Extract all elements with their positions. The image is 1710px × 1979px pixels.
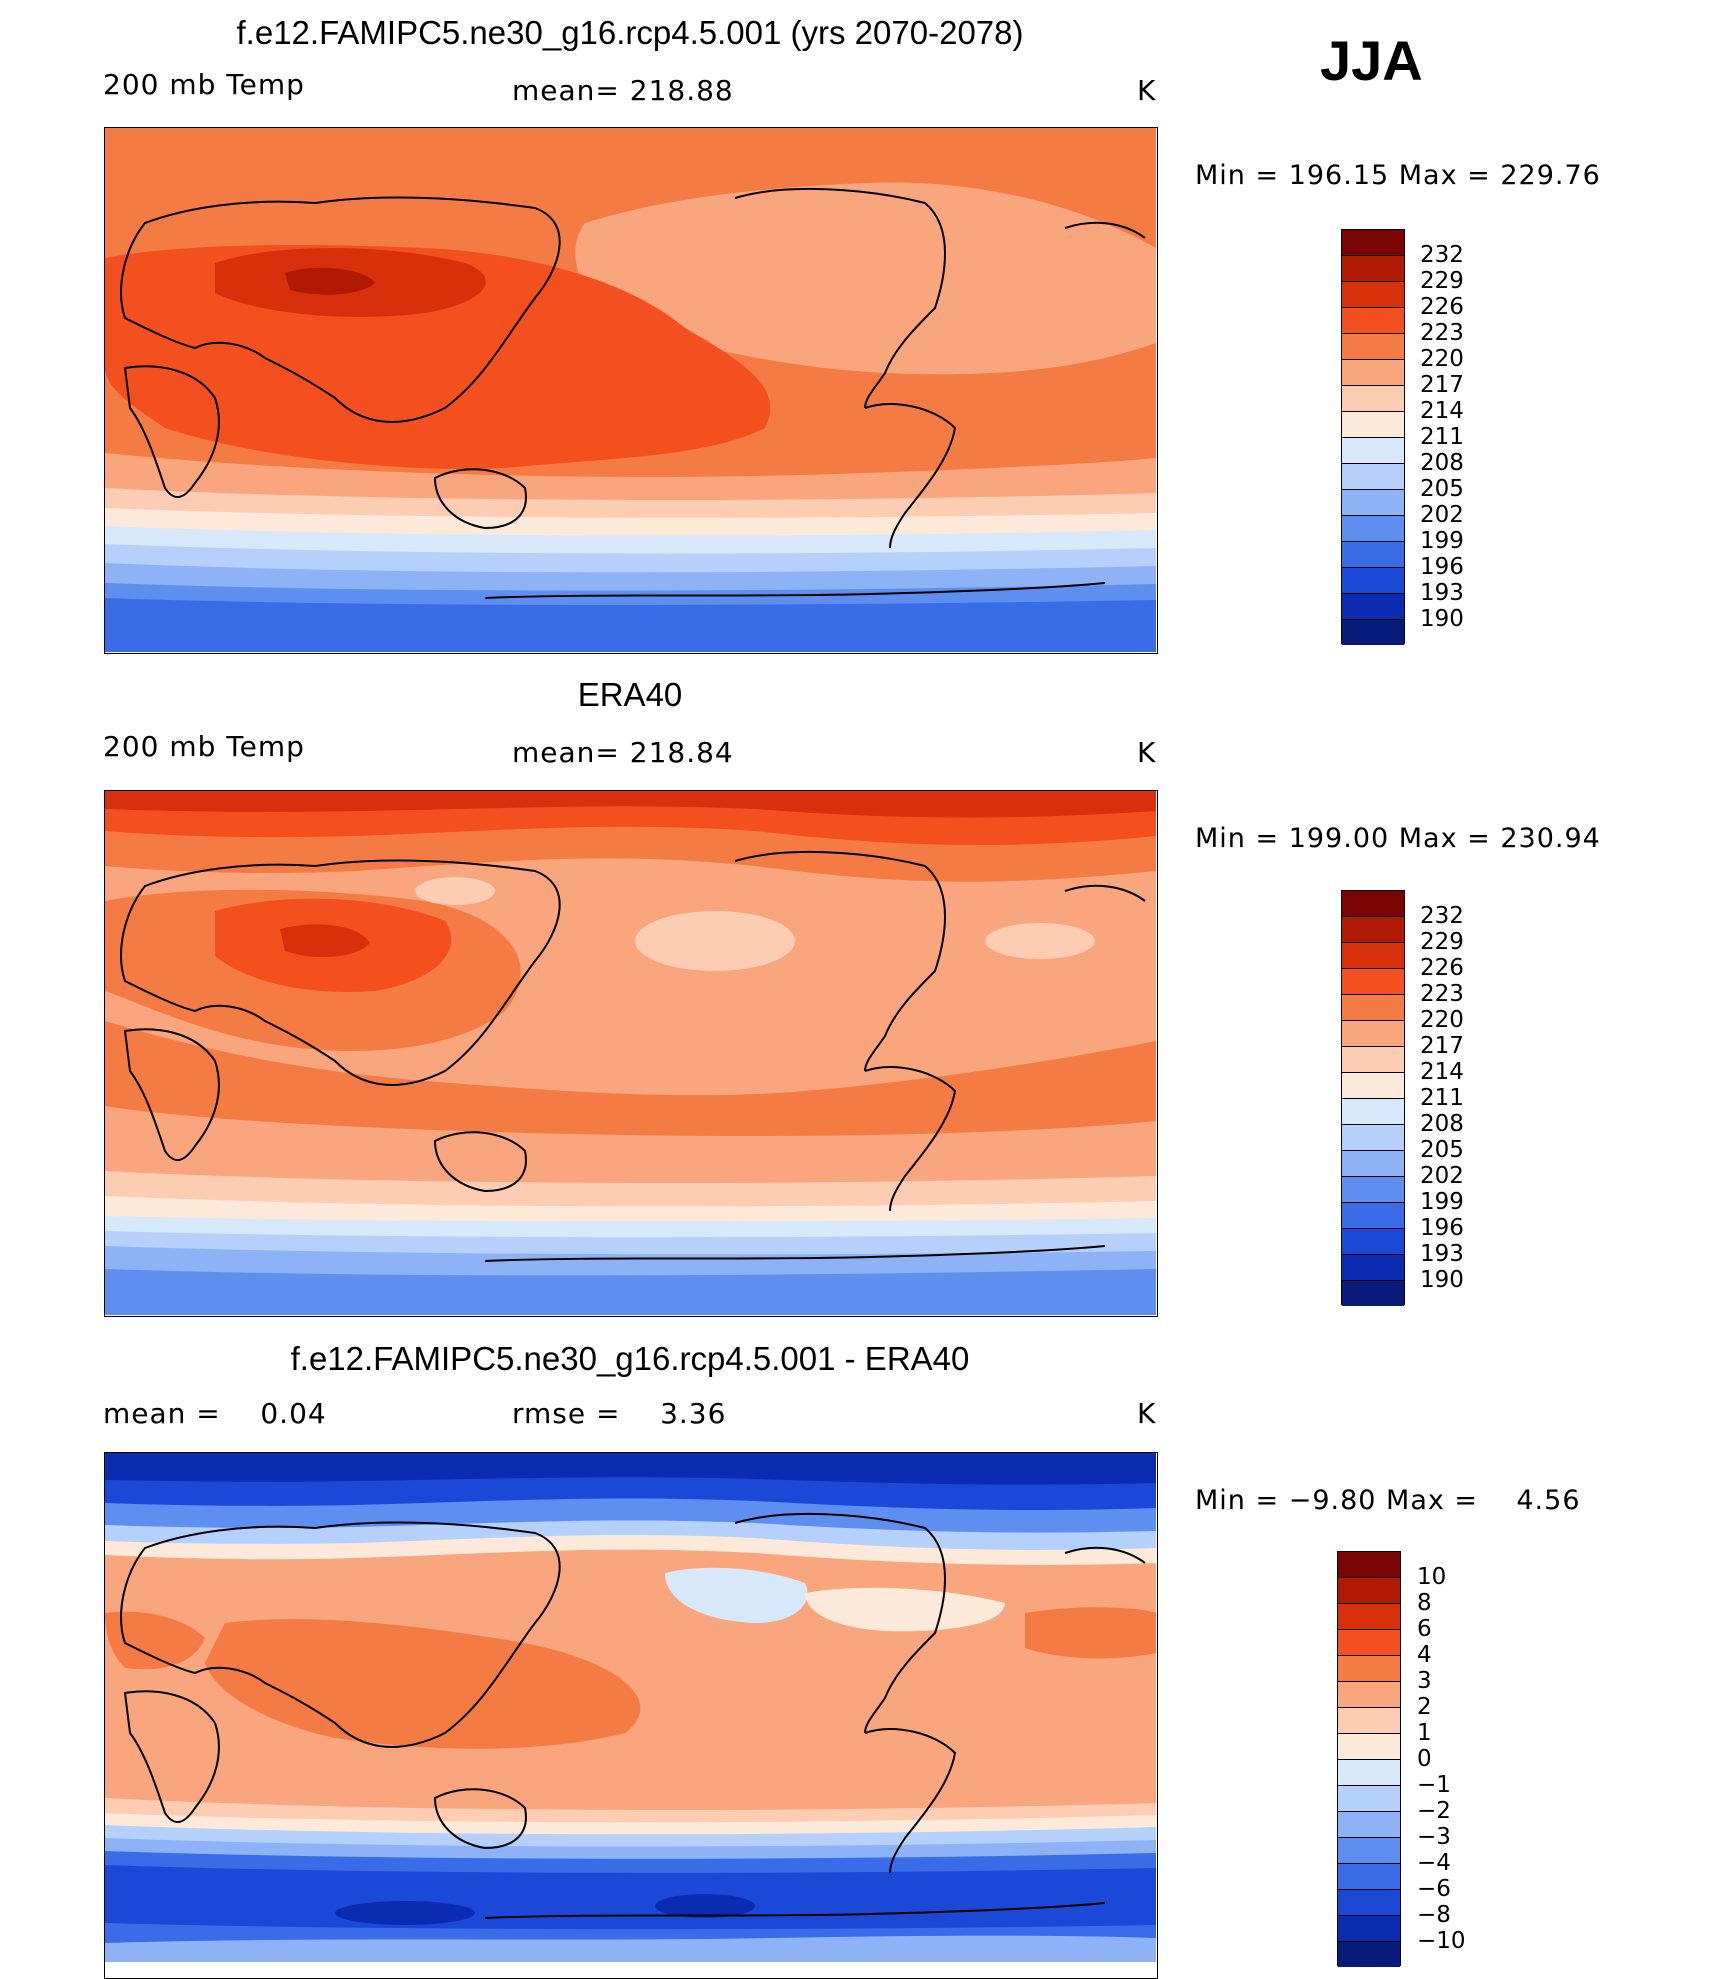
- panel-2-map-field: [105, 791, 1156, 1315]
- panel-3-mean-label: mean = 0.04: [103, 1397, 327, 1430]
- panel-1-colorbar: [1341, 229, 1405, 645]
- panel-2-map: [104, 790, 1158, 1317]
- colorbar-tick: 223: [1420, 320, 1464, 346]
- panel-3-minmax: Min = −9.80 Max = 4.56: [1195, 1485, 1581, 1516]
- colorbar-tick: 208: [1420, 450, 1464, 476]
- panel-1-minmax: Min = 196.15 Max = 229.76: [1195, 160, 1601, 191]
- colorbar-tick: 214: [1420, 398, 1464, 424]
- colorbar-tick: 214: [1420, 1059, 1464, 1085]
- panel-3-map: [104, 1452, 1158, 1979]
- colorbar-tick: 6: [1417, 1616, 1432, 1642]
- panel-3-map-field: [105, 1453, 1156, 1962]
- season-label: JJA: [1320, 29, 1423, 92]
- colorbar-tick: 205: [1420, 476, 1464, 502]
- colorbar-tick: 8: [1417, 1590, 1432, 1616]
- colorbar-tick: 232: [1420, 903, 1464, 929]
- panel-1-map: [104, 127, 1158, 654]
- panel-2-variable-label: 200 mb Temp: [103, 730, 305, 763]
- colorbar-tick: 196: [1420, 554, 1464, 580]
- colorbar-tick: 190: [1420, 1267, 1464, 1293]
- colorbar-tick: 220: [1420, 1007, 1464, 1033]
- colorbar-tick: 220: [1420, 346, 1464, 372]
- colorbar-tick: 202: [1420, 502, 1464, 528]
- colorbar-tick: 202: [1420, 1163, 1464, 1189]
- colorbar-tick: 217: [1420, 372, 1464, 398]
- colorbar-tick: 229: [1420, 929, 1464, 955]
- colorbar-tick: 205: [1420, 1137, 1464, 1163]
- colorbar-tick: 226: [1420, 294, 1464, 320]
- panel-3-colorbar: [1337, 1551, 1401, 1967]
- colorbar-tick: 226: [1420, 955, 1464, 981]
- panel-1-variable-label: 200 mb Temp: [103, 68, 305, 101]
- colorbar-tick: −2: [1417, 1798, 1451, 1824]
- colorbar-tick: 229: [1420, 268, 1464, 294]
- colorbar-tick: 3: [1417, 1668, 1432, 1694]
- colorbar-tick: 208: [1420, 1111, 1464, 1137]
- colorbar-tick: 0: [1417, 1746, 1432, 1772]
- colorbar-tick: −6: [1417, 1876, 1451, 1902]
- colorbar-tick: 4: [1417, 1642, 1432, 1668]
- panel-2-mean-label: mean= 218.84: [512, 736, 734, 769]
- colorbar-tick: 193: [1420, 1241, 1464, 1267]
- colorbar-tick: 2: [1417, 1694, 1432, 1720]
- panel-2-title: ERA40: [577, 676, 683, 713]
- colorbar-tick: 223: [1420, 981, 1464, 1007]
- panel-2-colorbar: [1341, 890, 1405, 1306]
- colorbar-tick: −8: [1417, 1902, 1451, 1928]
- panel-1-map-field: [105, 128, 1156, 652]
- panel-1-mean-label: mean= 218.88: [512, 74, 734, 107]
- panel-3-units-label: K: [1137, 1397, 1157, 1430]
- colorbar-tick: 10: [1417, 1564, 1447, 1590]
- panel-2-minmax: Min = 199.00 Max = 230.94: [1195, 823, 1601, 854]
- colorbar-tick: −1: [1417, 1772, 1451, 1798]
- colorbar-tick: 199: [1420, 1189, 1464, 1215]
- panel-3-rmse-label: rmse = 3.36: [512, 1397, 727, 1430]
- colorbar-tick: −10: [1417, 1928, 1466, 1954]
- panel-2-units-label: K: [1137, 736, 1157, 769]
- panel-1-title: f.e12.FAMIPC5.ne30_g16.rcp4.5.001 (yrs 2…: [236, 14, 1024, 51]
- colorbar-tick: −3: [1417, 1824, 1451, 1850]
- colorbar-tick: 193: [1420, 580, 1464, 606]
- colorbar-tick: −4: [1417, 1850, 1451, 1876]
- colorbar-tick: 199: [1420, 528, 1464, 554]
- panel-1-units-label: K: [1137, 74, 1157, 107]
- colorbar-tick: 1: [1417, 1720, 1432, 1746]
- colorbar-tick: 190: [1420, 606, 1464, 632]
- colorbar-tick: 211: [1420, 1085, 1464, 1111]
- colorbar-tick: 211: [1420, 424, 1464, 450]
- colorbar-tick: 196: [1420, 1215, 1464, 1241]
- panel-3-title: f.e12.FAMIPC5.ne30_g16.rcp4.5.001 - ERA4…: [290, 1340, 970, 1377]
- colorbar-tick: 232: [1420, 242, 1464, 268]
- colorbar-tick: 217: [1420, 1033, 1464, 1059]
